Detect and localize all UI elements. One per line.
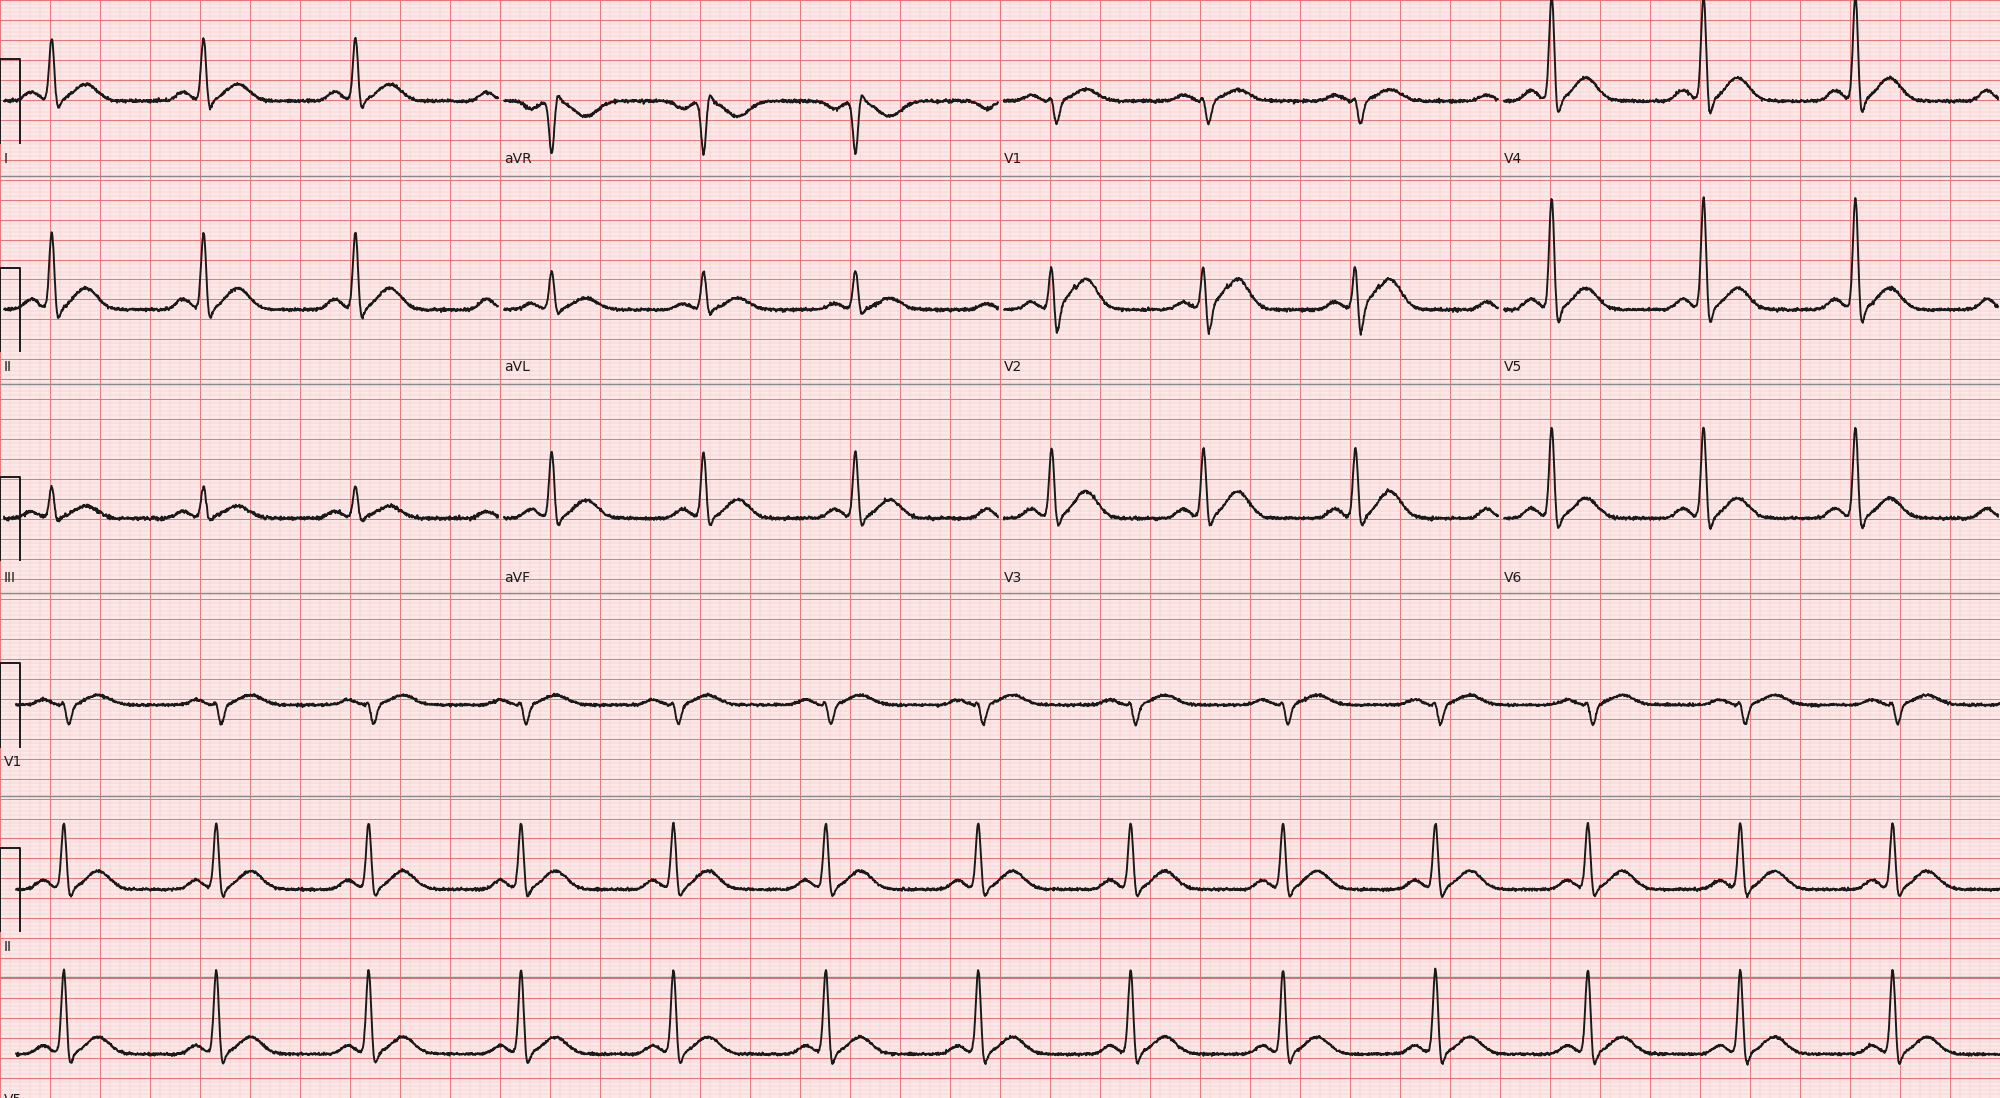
Text: V5: V5 [1504, 360, 1522, 374]
Text: V5: V5 [4, 1093, 22, 1098]
Text: aVF: aVF [504, 571, 530, 585]
Text: V3: V3 [1004, 571, 1022, 585]
Text: II: II [4, 940, 12, 954]
Text: aVR: aVR [504, 152, 532, 166]
Text: III: III [4, 571, 16, 585]
Text: V1: V1 [4, 755, 22, 770]
Text: I: I [4, 152, 8, 166]
Text: V1: V1 [1004, 152, 1022, 166]
Text: V4: V4 [1504, 152, 1522, 166]
Text: II: II [4, 360, 12, 374]
Text: aVL: aVL [504, 360, 530, 374]
Text: V6: V6 [1504, 571, 1522, 585]
Text: V2: V2 [1004, 360, 1022, 374]
